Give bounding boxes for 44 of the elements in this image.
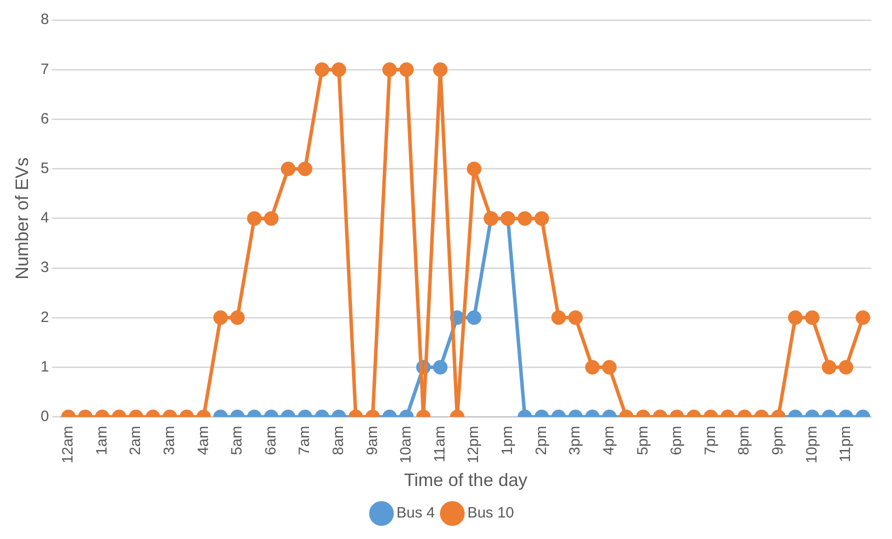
- x-tick-label: 3pm: [566, 426, 584, 456]
- x-tick-label: 2am: [127, 426, 144, 456]
- x-tick-label: 12am: [60, 426, 77, 464]
- y-tick-label: 3: [40, 259, 49, 276]
- x-tick-label: 3am: [160, 426, 178, 456]
- y-tick-label: 0: [40, 408, 49, 426]
- x-tick-label: 11pm: [837, 426, 854, 462]
- x-tick-label: 6pm: [668, 426, 686, 456]
- point: [298, 162, 312, 176]
- point: [247, 211, 262, 226]
- x-tick-label: 10pm: [803, 426, 820, 464]
- point: [280, 162, 296, 176]
- x-tick-label: 8pm: [736, 426, 753, 456]
- point: [518, 211, 532, 226]
- x-tick-label: 2pm: [532, 426, 550, 456]
- x-tick-label: 10am: [398, 426, 415, 464]
- x-tick-label: 8am: [330, 426, 348, 456]
- x-tick-label: 7am: [296, 426, 314, 456]
- x-tick-label: 12pm: [465, 426, 482, 464]
- x-tick-label: 4pm: [600, 426, 618, 456]
- x-tick-label: 9pm: [770, 426, 787, 456]
- y-tick-label: 4: [40, 210, 49, 227]
- y-tick-label: 5: [40, 160, 49, 177]
- legend-label: Bus 10: [467, 504, 514, 522]
- x-tick-label: 5pm: [634, 426, 652, 456]
- y-tick-label: 2: [40, 308, 49, 326]
- legend-label: Bus 4: [396, 504, 435, 522]
- x-tick-label: 1am: [93, 426, 110, 456]
- point: [534, 211, 549, 226]
- x-tick-label: 11am: [431, 426, 448, 462]
- x-tick-label: 5am: [228, 426, 246, 456]
- x-tick-label: 7pm: [702, 426, 719, 456]
- x-tick-label: 1pm: [499, 426, 516, 456]
- x-tick-label: 6am: [262, 426, 280, 456]
- y-tick-label: 6: [40, 110, 49, 128]
- x-tick-label: 9am: [364, 426, 381, 456]
- y-tick-label: 1: [40, 358, 49, 376]
- x-tick-label: 4am: [194, 426, 212, 456]
- point: [466, 162, 482, 176]
- point: [264, 211, 278, 226]
- x-axis-title: Time of the day: [404, 470, 528, 490]
- y-tick-label: 7: [40, 60, 49, 78]
- y-tick-label: 8: [40, 11, 49, 28]
- y-axis-title: Number of EVs: [12, 157, 32, 280]
